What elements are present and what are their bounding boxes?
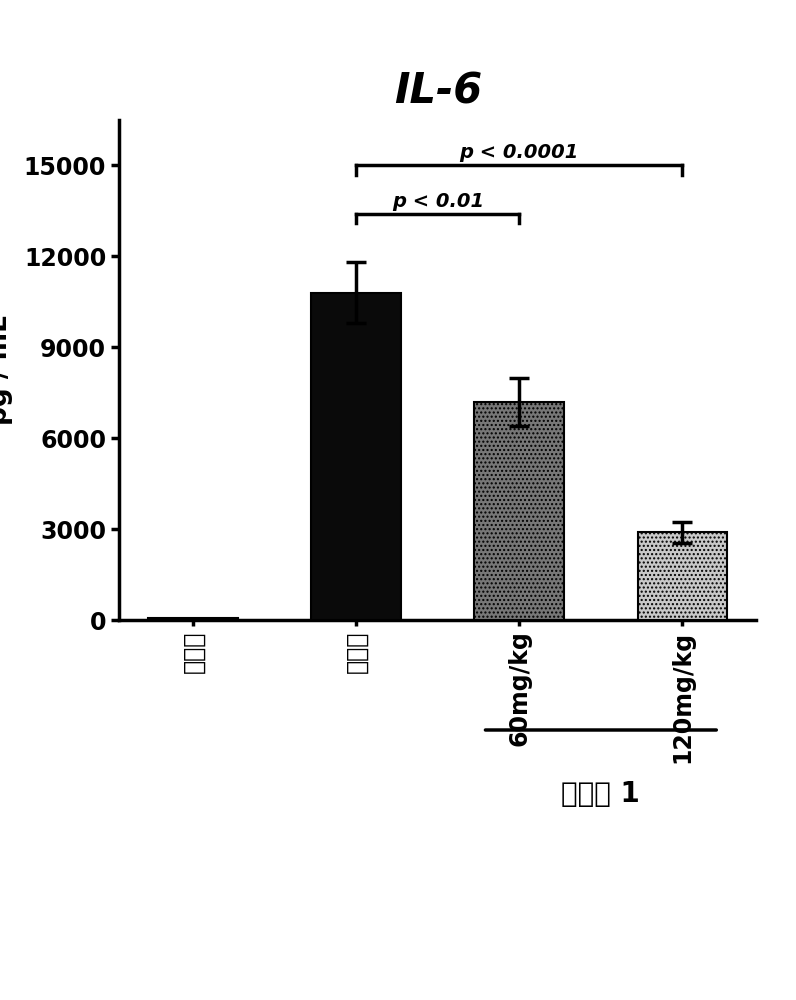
Y-axis label: pg / mL: pg / mL: [0, 315, 13, 425]
Text: p < 0.01: p < 0.01: [392, 192, 484, 211]
Text: 化合物 1: 化合物 1: [561, 780, 640, 808]
Bar: [638, 532, 728, 620]
Bar: [474, 402, 564, 620]
Title: IL-6: IL-6: [394, 70, 482, 112]
Bar: [311, 293, 401, 620]
Bar: [148, 618, 238, 620]
Text: p < 0.0001: p < 0.0001: [459, 143, 579, 162]
